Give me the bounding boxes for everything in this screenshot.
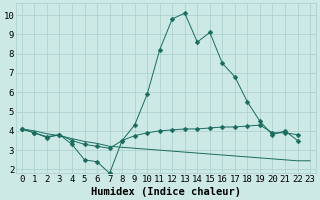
X-axis label: Humidex (Indice chaleur): Humidex (Indice chaleur) [91, 186, 241, 197]
